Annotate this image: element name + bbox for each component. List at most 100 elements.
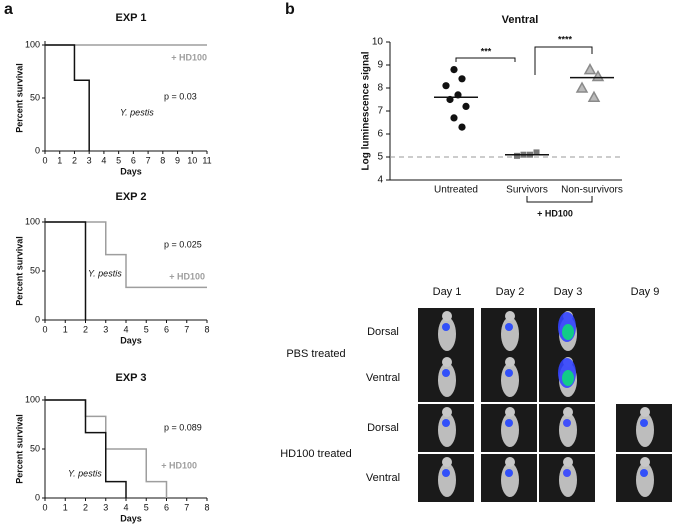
x-tick-label: 6 <box>131 155 136 165</box>
data-point <box>587 90 601 102</box>
column-header: Day 9 <box>631 286 660 298</box>
data-point <box>458 75 466 83</box>
x-axis-label: Days <box>120 513 142 523</box>
mouse-head <box>442 311 452 321</box>
x-tick-label: 9 <box>175 155 180 165</box>
y-tick-label: 4 <box>377 175 383 186</box>
mouse <box>501 463 519 497</box>
data-point <box>450 114 458 122</box>
x-tick-label: 4 <box>101 155 106 165</box>
x-tick-label: 1 <box>57 155 62 165</box>
x-tick-label: 8 <box>204 324 209 334</box>
x-tick-label: 7 <box>184 324 189 334</box>
row-label: Dorsal <box>367 422 399 434</box>
significance: **** <box>558 34 573 44</box>
chart-title: EXP 3 <box>116 372 147 384</box>
x-tick-label: Non-survivors <box>561 185 623 196</box>
data-point <box>583 63 597 75</box>
x-tick-label: 3 <box>87 155 92 165</box>
y-axis-label: Percent survival <box>14 236 24 306</box>
row-label: Ventral <box>366 372 400 384</box>
significance: *** <box>481 46 492 56</box>
signal <box>563 469 571 477</box>
x-tick-label: 0 <box>42 155 47 165</box>
series-label: + HD100 <box>161 460 197 470</box>
y-tick-label: 0 <box>35 314 40 324</box>
mouse-head <box>640 457 650 467</box>
chart-title: Ventral <box>502 14 539 26</box>
y-tick-label: 5 <box>377 152 383 163</box>
y-tick-label: 100 <box>25 39 40 49</box>
signal <box>505 369 513 377</box>
x-tick-label: 3 <box>103 502 108 512</box>
signal <box>562 324 574 340</box>
x-tick-label: 7 <box>146 155 151 165</box>
mouse <box>636 463 654 497</box>
y-tick-label: 50 <box>30 92 40 102</box>
data-point <box>514 152 520 159</box>
signal <box>505 419 513 427</box>
mouse <box>438 317 456 351</box>
survival-line <box>45 399 127 498</box>
x-tick-label: 8 <box>204 502 209 512</box>
x-tick-label: 3 <box>103 324 108 334</box>
x-tick-label: 2 <box>83 502 88 512</box>
x-tick-label: 4 <box>123 324 128 334</box>
data-point <box>458 123 466 131</box>
group-label: HD100 treated <box>280 448 352 460</box>
y-tick-label: 100 <box>25 216 40 226</box>
signal <box>505 469 513 477</box>
x-tick-label: Untreated <box>434 185 478 196</box>
mouse-head <box>640 407 650 417</box>
y-tick-label: 10 <box>372 37 384 48</box>
y-tick-label: 100 <box>25 394 40 404</box>
mouse <box>438 413 456 447</box>
signal <box>563 419 571 427</box>
x-tick-label: 8 <box>160 155 165 165</box>
y-tick-label: 0 <box>35 492 40 502</box>
series-label: Y. pestis <box>68 468 102 478</box>
y-tick-label: 8 <box>377 83 383 94</box>
mouse-head <box>442 457 452 467</box>
column-header: Day 1 <box>433 286 462 298</box>
chart-title: EXP 1 <box>116 12 147 24</box>
panel-label: b <box>285 1 295 18</box>
x-axis-label: Days <box>120 166 142 176</box>
x-tick-label: 1 <box>63 324 68 334</box>
mouse <box>501 413 519 447</box>
row-label: Ventral <box>366 472 400 484</box>
y-tick-label: 7 <box>377 106 383 117</box>
x-tick-label: 6 <box>164 502 169 512</box>
x-tick-label: 4 <box>123 502 128 512</box>
mouse-head <box>505 457 515 467</box>
group-label: + HD100 <box>537 208 573 218</box>
panel-label: a <box>4 1 13 18</box>
mouse-head <box>442 357 452 367</box>
mouse <box>559 413 577 447</box>
x-tick-label: 0 <box>42 324 47 334</box>
chart-title: EXP 2 <box>116 191 147 203</box>
mouse <box>559 463 577 497</box>
axis-line <box>389 42 622 181</box>
data-point <box>442 82 450 90</box>
mouse-head <box>563 407 573 417</box>
data-point <box>462 102 470 110</box>
mouse <box>438 463 456 497</box>
group-label: PBS treated <box>286 348 345 360</box>
signal <box>442 419 450 427</box>
mouse-head <box>505 357 515 367</box>
x-tick-label: Survivors <box>506 185 548 196</box>
signal <box>505 323 513 331</box>
p-value: p = 0.03 <box>164 91 197 101</box>
data-point <box>450 66 458 74</box>
series-label: Y. pestis <box>120 107 154 117</box>
mouse-head <box>505 311 515 321</box>
y-tick-label: 0 <box>35 145 40 155</box>
p-value: p = 0.089 <box>164 422 202 432</box>
row-label: Dorsal <box>367 326 399 338</box>
series-label: + HD100 <box>171 52 207 62</box>
column-header: Day 3 <box>554 286 583 298</box>
x-tick-label: 7 <box>184 502 189 512</box>
y-axis-label: Percent survival <box>14 414 24 484</box>
mouse <box>636 413 654 447</box>
